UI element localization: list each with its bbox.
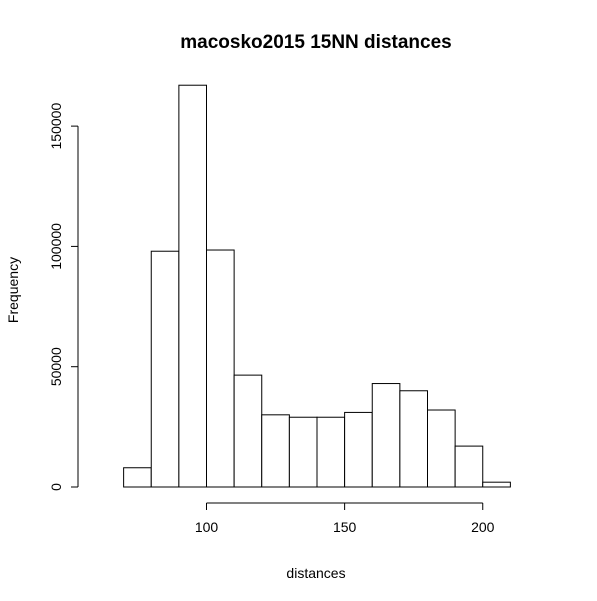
- histogram-bar: [371, 383, 401, 488]
- x-tick-label: 100: [195, 519, 219, 535]
- histogram-bar: [123, 467, 152, 488]
- histogram-bar: [344, 411, 373, 488]
- histogram-bar: [399, 390, 428, 488]
- histogram-bar: [178, 84, 207, 488]
- y-axis: 0 50000 100000 150000: [48, 103, 79, 491]
- bars-group: [123, 84, 511, 488]
- histogram-bar: [261, 414, 290, 488]
- y-tick-label: 50000: [48, 347, 64, 386]
- x-axis: 100 150 200: [195, 502, 495, 535]
- histogram-bar: [316, 416, 346, 488]
- histogram-bar: [454, 445, 484, 488]
- x-tick-label: 200: [471, 519, 495, 535]
- y-tick-label: 150000: [48, 103, 64, 150]
- y-axis-label: Frequency: [5, 257, 21, 323]
- x-axis-label: distances: [286, 565, 345, 581]
- y-tick-label: 0: [48, 483, 64, 491]
- histogram-bar: [288, 416, 318, 488]
- histogram-bar: [206, 249, 235, 488]
- y-tick-label: 100000: [48, 223, 64, 270]
- chart-title: macosko2015 15NN distances: [180, 32, 451, 53]
- histogram-bar: [233, 374, 263, 488]
- x-tick-label: 150: [333, 519, 357, 535]
- histogram-bar: [482, 481, 511, 488]
- histogram-bar: [427, 409, 456, 488]
- histogram-bar: [150, 250, 180, 488]
